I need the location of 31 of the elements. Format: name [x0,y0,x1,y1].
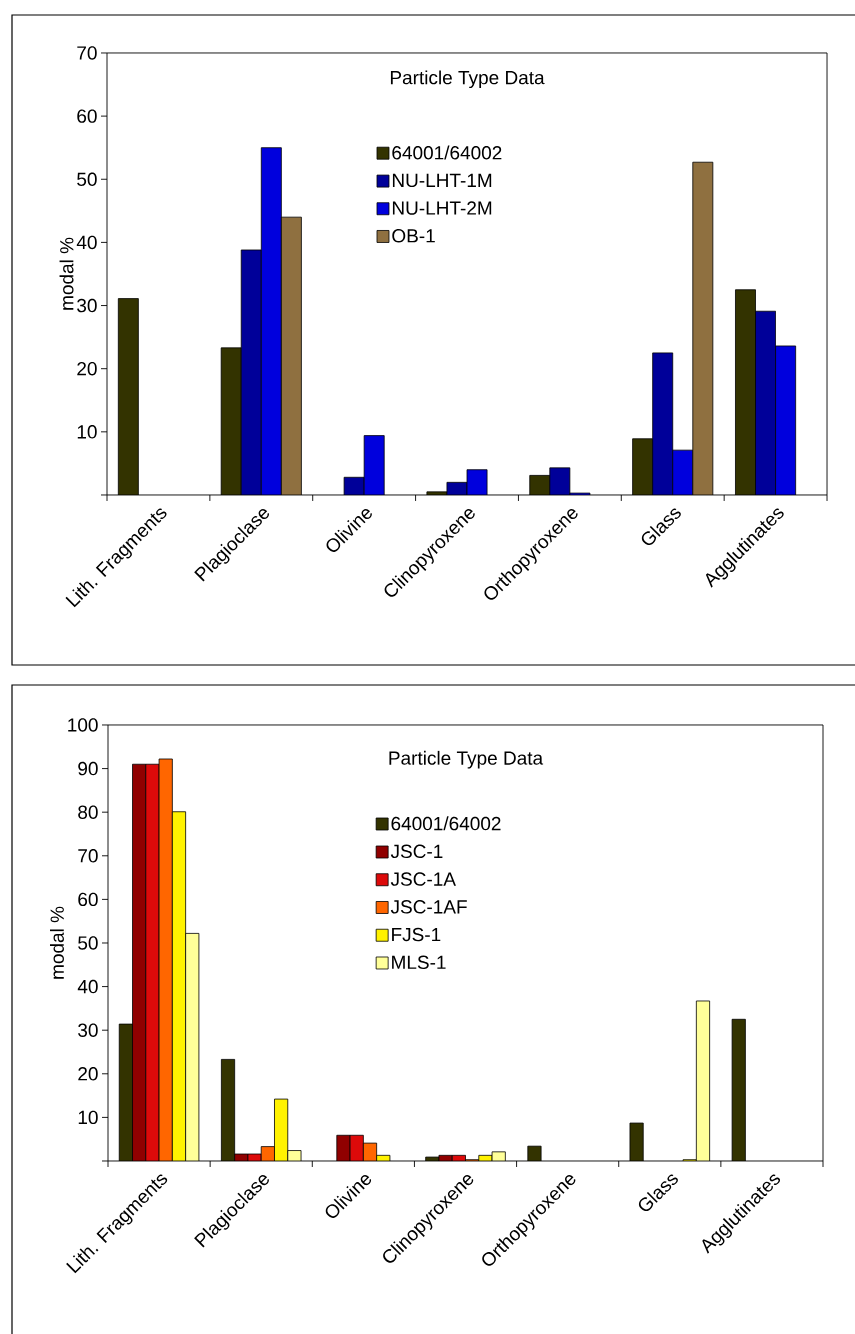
y-tick-label: 70 [77,46,97,60]
y-tick-label: 70 [78,849,98,863]
y-tick-label: 50 [78,936,98,950]
y-tick-label: 20 [78,1067,98,1081]
legend-label: NU-LHT-2M [392,201,492,215]
y-tick-label: 40 [77,979,98,994]
y-axis-title: modal % [49,906,64,979]
y-axis-title: modal % [59,237,74,310]
y-tick-label: 10 [77,425,97,439]
legend-label: JSC-1A [390,872,456,886]
y-tick-label: 100 [68,718,98,732]
y-tick-label: 90 [78,761,98,776]
y-tick-label: 60 [77,109,97,123]
legend-label: JSC-1AF [390,900,467,914]
legend-label: NU-LHT-1M [392,173,492,188]
y-tick-label: 30 [77,298,97,313]
legend-label: OB-1 [392,229,435,243]
legend-label: 64001/64002 [392,145,502,160]
legend-label: 64001/64002 [391,816,501,831]
y-tick-label: 40 [76,235,97,250]
y-tick-label: 80 [78,805,98,819]
legend-label: MLS-1 [392,955,446,970]
y-tick-label: 10 [78,1110,98,1125]
legend-label: JSC-1 [390,844,443,859]
y-tick-label: 30 [78,1023,98,1037]
text: Particle Type Data [390,70,545,89]
text: Particle Type Data [389,750,544,769]
legend-label: FJS-1 [392,927,441,942]
y-tick-label: 60 [78,892,98,907]
y-tick-label: 50 [77,172,97,186]
y-tick-label: 20 [77,361,97,376]
